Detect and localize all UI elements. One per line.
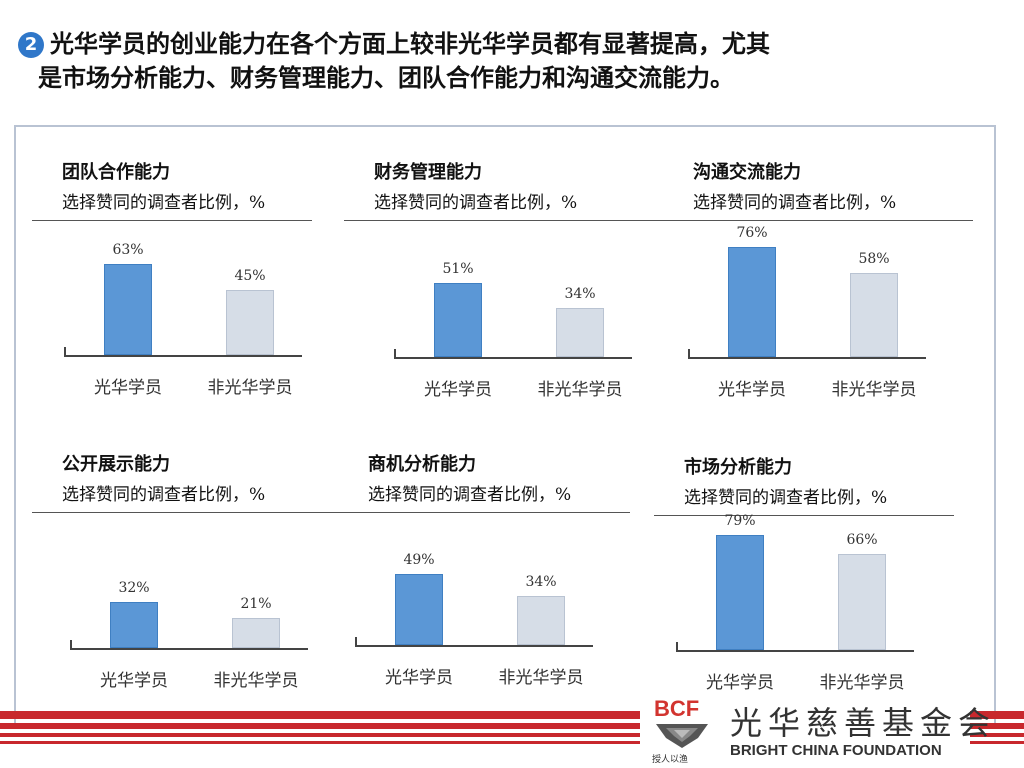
category-label: 非光华学员 — [537, 380, 623, 400]
chart-title: 团队合作能力 — [62, 162, 170, 183]
footer-stripe-4 — [0, 741, 1024, 744]
subtitle-underline — [338, 512, 630, 513]
bar-value-label: 79% — [724, 513, 756, 529]
chart-subtitle: 选择赞同的调查者比例，% — [62, 485, 266, 505]
subtitle-underline — [32, 220, 312, 221]
bar-non-guanghua — [232, 618, 280, 648]
bar-non-guanghua — [226, 290, 274, 355]
chart-title: 沟通交流能力 — [693, 162, 801, 183]
subtitle-underline — [32, 512, 350, 513]
bar-guanghua — [395, 574, 443, 645]
axis-tick — [688, 349, 690, 359]
bar-guanghua — [104, 264, 152, 355]
bar-value-label: 49% — [403, 552, 435, 568]
heading-line-1: 2 光华学员的创业能力在各个方面上较非光华学员都有显著提高，尤其 — [18, 28, 770, 60]
category-label: 光华学员 — [424, 380, 492, 400]
logo-tagline: 授人以渔 — [652, 755, 689, 765]
category-label: 非光华学员 — [498, 668, 584, 688]
bar-non-guanghua — [838, 554, 886, 650]
bar-non-guanghua — [850, 273, 898, 357]
category-label: 光华学员 — [100, 671, 168, 691]
x-axis — [64, 355, 302, 357]
footer-stripe-2 — [0, 723, 1024, 729]
charts-frame — [14, 125, 996, 725]
axis-tick — [64, 347, 66, 357]
bar-value-label: 58% — [858, 251, 890, 267]
svg-text:BCF: BCF — [654, 696, 699, 721]
footer-stripe-1 — [0, 711, 1024, 719]
x-axis — [394, 357, 632, 359]
heading-text-1: 光华学员的创业能力在各个方面上较非光华学员都有显著提高，尤其 — [50, 30, 770, 58]
category-label: 光华学员 — [718, 380, 786, 400]
bar-value-label: 51% — [442, 261, 474, 277]
foundation-logo: BCF 授人以渔 光华慈善基金会 BRIGHT CHINA FOUNDATION — [640, 690, 990, 768]
logo-english-name: BRIGHT CHINA FOUNDATION — [730, 742, 942, 759]
chart-subtitle: 选择赞同的调查者比例，% — [368, 485, 572, 505]
bar-value-label: 45% — [234, 268, 266, 284]
axis-tick — [394, 349, 396, 359]
bar-value-label: 63% — [112, 242, 144, 258]
category-label: 非光华学员 — [819, 673, 905, 693]
chart-subtitle: 选择赞同的调查者比例，% — [693, 193, 897, 213]
bar-value-label: 76% — [736, 225, 768, 241]
logo-chinese-name: 光华慈善基金会 — [730, 704, 997, 742]
bar-guanghua — [434, 283, 482, 357]
x-axis — [355, 645, 593, 647]
bar-guanghua — [716, 535, 764, 650]
category-label: 光华学员 — [385, 668, 453, 688]
category-label: 光华学员 — [94, 378, 162, 398]
bar-value-label: 66% — [846, 532, 878, 548]
chart-title: 商机分析能力 — [368, 454, 476, 475]
bar-value-label: 32% — [118, 580, 150, 596]
x-axis — [676, 650, 914, 652]
bar-non-guanghua — [517, 596, 565, 645]
chart-title: 财务管理能力 — [374, 162, 482, 183]
category-label: 非光华学员 — [831, 380, 917, 400]
bar-value-label: 21% — [240, 596, 272, 612]
category-label: 光华学员 — [706, 673, 774, 693]
chart-subtitle: 选择赞同的调查者比例，% — [684, 488, 888, 508]
axis-tick — [70, 640, 72, 650]
bcf-emblem-icon: BCF — [654, 696, 708, 748]
subtitle-underline — [344, 220, 666, 221]
chart-subtitle: 选择赞同的调查者比例，% — [62, 193, 266, 213]
chart-title: 公开展示能力 — [62, 454, 170, 475]
chart-title: 市场分析能力 — [684, 457, 792, 478]
heading-line-2: 是市场分析能力、财务管理能力、团队合作能力和沟通交流能力。 — [38, 64, 734, 92]
bar-guanghua — [110, 602, 158, 648]
category-label: 非光华学员 — [207, 378, 293, 398]
subtitle-underline — [663, 220, 973, 221]
x-axis — [688, 357, 926, 359]
bar-non-guanghua — [556, 308, 604, 357]
axis-tick — [355, 637, 357, 647]
bar-guanghua — [728, 247, 776, 357]
category-label: 非光华学员 — [213, 671, 299, 691]
subtitle-underline — [654, 515, 954, 516]
number-badge: 2 — [18, 32, 44, 58]
axis-tick — [676, 642, 678, 652]
footer-stripe-3 — [0, 733, 1024, 737]
bar-value-label: 34% — [525, 574, 557, 590]
chart-subtitle: 选择赞同的调查者比例，% — [374, 193, 578, 213]
bar-value-label: 34% — [564, 286, 596, 302]
x-axis — [70, 648, 308, 650]
